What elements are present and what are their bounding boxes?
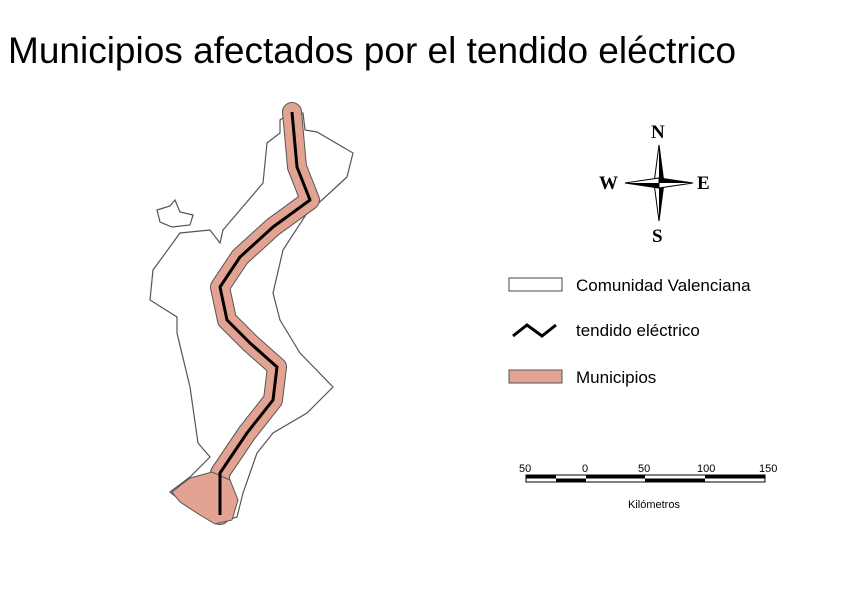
legend-swatch-municipios — [508, 369, 563, 384]
scale-tick: 50 — [638, 463, 651, 475]
scale-tick: 150 — [759, 463, 778, 475]
compass-rose-icon — [624, 144, 694, 222]
scale-unit: Kilómetros — [628, 499, 680, 511]
scale-tick: 0 — [582, 463, 589, 475]
map-title: Municipios afectados por el tendido eléc… — [8, 30, 737, 71]
scale-tick: 100 — [697, 463, 716, 475]
legend-label-tendido: tendido eléctrico — [576, 321, 700, 340]
compass-s: S — [652, 226, 663, 247]
legend-label-comunidad: Comunidad Valenciana — [576, 276, 751, 295]
legend-label-municipios: Municipios — [576, 368, 657, 387]
compass-n: N — [651, 122, 665, 143]
scale-tick: 50 — [519, 463, 532, 475]
comunidad-valenciana-outline — [149, 111, 354, 524]
legend-swatch-comunidad — [508, 277, 563, 292]
compass-w: W — [599, 173, 618, 194]
compass-e: E — [697, 173, 710, 194]
legend-swatch-tendido — [512, 323, 557, 338]
scale-bar — [525, 474, 766, 483]
tendido-electrico-line — [218, 111, 312, 515]
